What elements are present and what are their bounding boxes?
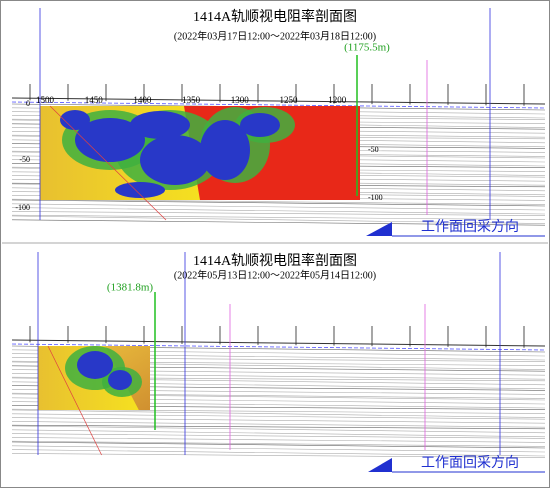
stratum-line xyxy=(11,441,546,449)
panel-subtitle: (2022年05月13日12:00～2022年05月14日12:00) xyxy=(174,268,376,281)
depth-label: -100 xyxy=(368,193,383,202)
panel-title: 1414A轨顺视电阻率剖面图 xyxy=(193,252,357,269)
surface-line xyxy=(11,97,546,105)
fault-line xyxy=(49,105,167,221)
direction-label: 工作面回采方向 xyxy=(421,455,519,471)
blue-zone xyxy=(60,110,90,130)
direction-label: 工作面回采方向 xyxy=(421,219,519,235)
distance-label: 1200 xyxy=(328,95,347,105)
blue-zone xyxy=(77,351,113,379)
fault-line xyxy=(47,345,102,456)
direction-arrow xyxy=(366,222,392,236)
distance-label: 1400 xyxy=(133,95,152,105)
stratum-line xyxy=(11,219,546,226)
distance-label: 1350 xyxy=(182,95,201,105)
stratum-line xyxy=(11,214,546,220)
blue-zone xyxy=(140,135,210,185)
stratum-line xyxy=(11,417,546,424)
stratum-line xyxy=(11,445,546,453)
stratum-line xyxy=(11,449,546,457)
panel-title: 1414A轨顺视电阻率剖面图 xyxy=(193,8,357,25)
blue-zone xyxy=(75,118,145,162)
blue-zone xyxy=(130,111,190,139)
direction-arrow xyxy=(368,458,392,472)
blue-zone xyxy=(240,113,280,137)
blue-zone xyxy=(115,182,165,198)
position-label: (1381.8m) xyxy=(107,282,153,294)
stratum-line xyxy=(11,413,546,420)
stratum-line xyxy=(11,215,546,224)
stratum-line xyxy=(11,199,546,207)
blue-zone xyxy=(200,120,250,180)
distance-label: 1250 xyxy=(280,95,299,105)
stratum-line xyxy=(11,203,546,211)
roadway-line xyxy=(11,343,546,351)
stratum-line xyxy=(11,429,546,438)
depth-label: 0 xyxy=(26,99,30,108)
distance-label: 1300 xyxy=(231,95,250,105)
distance-label: 1500 xyxy=(36,95,55,105)
roadway-line xyxy=(11,101,546,109)
depth-label: -50 xyxy=(19,155,30,164)
stratum-line xyxy=(11,207,546,215)
stratum-line xyxy=(11,198,546,205)
blue-zone xyxy=(108,370,132,390)
stratum-line xyxy=(11,437,546,443)
distance-label: 1450 xyxy=(85,95,104,105)
stratum-line xyxy=(11,211,546,216)
stratum-line xyxy=(11,409,546,418)
surface-line xyxy=(11,339,546,347)
stratum-line xyxy=(11,440,546,447)
stratum-line xyxy=(11,421,546,428)
depth-label: -50 xyxy=(368,145,379,154)
stratum-line xyxy=(11,424,546,430)
panel-subtitle: (2022年03月17日12:00～2022年03月18日12:00) xyxy=(174,29,376,42)
stratum-line xyxy=(11,433,546,439)
position-label: (1175.5m) xyxy=(344,42,390,54)
stratum-line xyxy=(11,425,546,434)
depth-label: -100 xyxy=(15,203,30,212)
